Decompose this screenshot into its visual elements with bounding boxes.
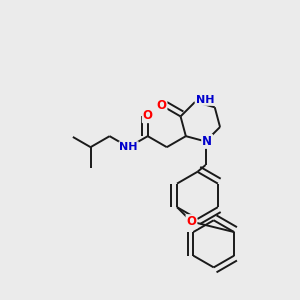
Text: N: N [202,135,212,148]
Text: NH: NH [119,142,138,152]
Text: O: O [143,109,153,122]
Text: O: O [187,215,196,228]
Text: O: O [157,99,166,112]
Text: NH: NH [196,95,214,105]
